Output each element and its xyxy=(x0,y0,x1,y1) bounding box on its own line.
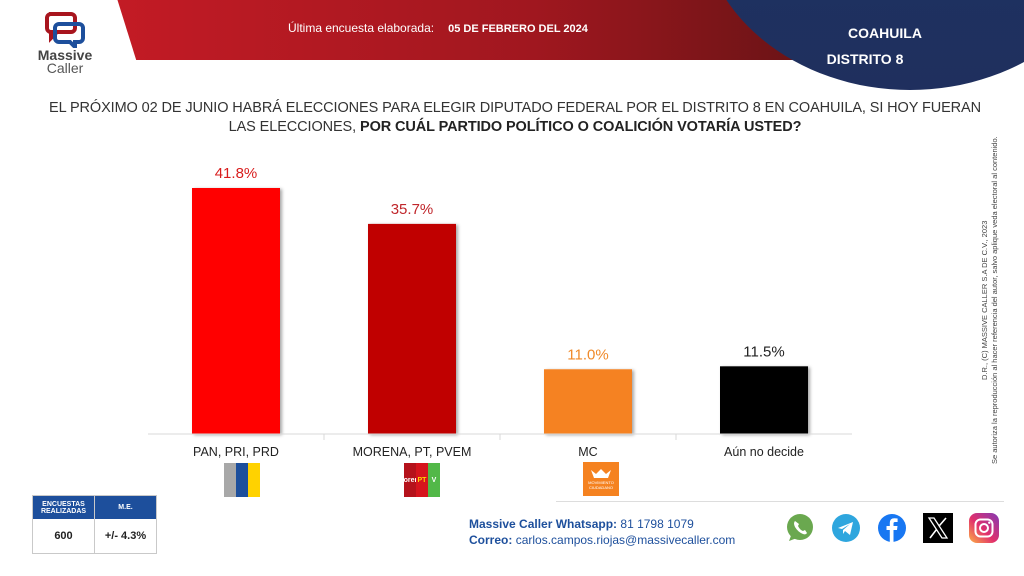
whatsapp-icon[interactable] xyxy=(784,512,816,544)
margin-error-value: +/- 4.3% xyxy=(104,530,147,542)
bar-2 xyxy=(544,369,632,434)
bar-value-label: 35.7% xyxy=(391,201,434,218)
pt-logo-part: PT xyxy=(416,463,428,497)
category-label: PAN, PRI, PRD xyxy=(193,445,279,459)
instagram-icon[interactable] xyxy=(968,512,1000,544)
mc-logo-icon: MOVIMIENTO CIUDADANO xyxy=(583,462,619,496)
pvem-logo-part: V xyxy=(428,463,440,497)
pan-pri-prd-logo-icon xyxy=(224,463,260,497)
whatsapp-number[interactable]: 81 1798 1079 xyxy=(620,517,694,531)
header-blue-shape xyxy=(690,0,1024,92)
question-text: EL PRÓXIMO 02 DE JUNIO HABRÁ ELECCIONES … xyxy=(49,100,981,135)
survey-stats-table: ENCUESTAS REALIZADAS M.E. 600 +/- 4.3% xyxy=(32,495,157,554)
category-label: MORENA, PT, PVEM xyxy=(353,445,472,459)
district-label: DISTRITO 8 xyxy=(826,51,904,67)
brand-name-line1: Massive xyxy=(37,47,93,63)
bar-value-label: 11.5% xyxy=(743,343,784,360)
email-address[interactable]: carlos.campos.riojas@massivecaller.com xyxy=(515,533,736,547)
social-links xyxy=(784,512,1000,544)
bar-value-label: 41.8% xyxy=(215,165,258,182)
category-label: Aún no decide xyxy=(724,445,804,459)
survey-date: 05 DE FEBRERO DEL 2024 xyxy=(448,23,588,35)
survey-date-header: Última encuesta elaborada: 05 DE FEBRERO… xyxy=(288,21,588,35)
margin-error-header: M.E. xyxy=(118,504,133,511)
surveys-header: ENCUESTAS REALIZADAS xyxy=(33,496,95,519)
bar-3 xyxy=(720,366,808,434)
facebook-icon[interactable] xyxy=(876,512,908,544)
bar-value-label: 11.0% xyxy=(567,346,608,363)
footer-divider xyxy=(556,501,1004,502)
bar-1 xyxy=(368,223,456,434)
massive-caller-logo-icon xyxy=(45,12,85,48)
morena-pt-pvem-logo-icon: morena PT V xyxy=(404,463,440,497)
morena-logo-part: morena xyxy=(404,463,416,497)
contact-info: Massive Caller Whatsapp: 81 1798 1079 Co… xyxy=(469,516,735,548)
mc-logo-text: MOVIMIENTO CIUDADANO xyxy=(588,480,614,490)
state-label: COAHUILA xyxy=(848,25,922,41)
x-icon[interactable] xyxy=(922,512,954,544)
surveys-value: 600 xyxy=(33,519,95,553)
email-label: Correo: xyxy=(469,533,513,547)
brand-name-line2: Caller xyxy=(46,60,84,76)
question-emphasis: POR CUÁL PARTIDO POLÍTICO O COALICIÓN VO… xyxy=(360,119,802,135)
bar-0 xyxy=(192,188,280,434)
brand-logo: Massive Caller xyxy=(30,8,100,80)
survey-question: EL PRÓXIMO 02 DE JUNIO HABRÁ ELECCIONES … xyxy=(40,99,990,137)
survey-label: Última encuesta elaborada: xyxy=(288,21,435,35)
category-label: MC xyxy=(578,445,597,459)
telegram-icon[interactable] xyxy=(830,512,862,544)
whatsapp-label: Massive Caller Whatsapp: xyxy=(469,517,618,531)
